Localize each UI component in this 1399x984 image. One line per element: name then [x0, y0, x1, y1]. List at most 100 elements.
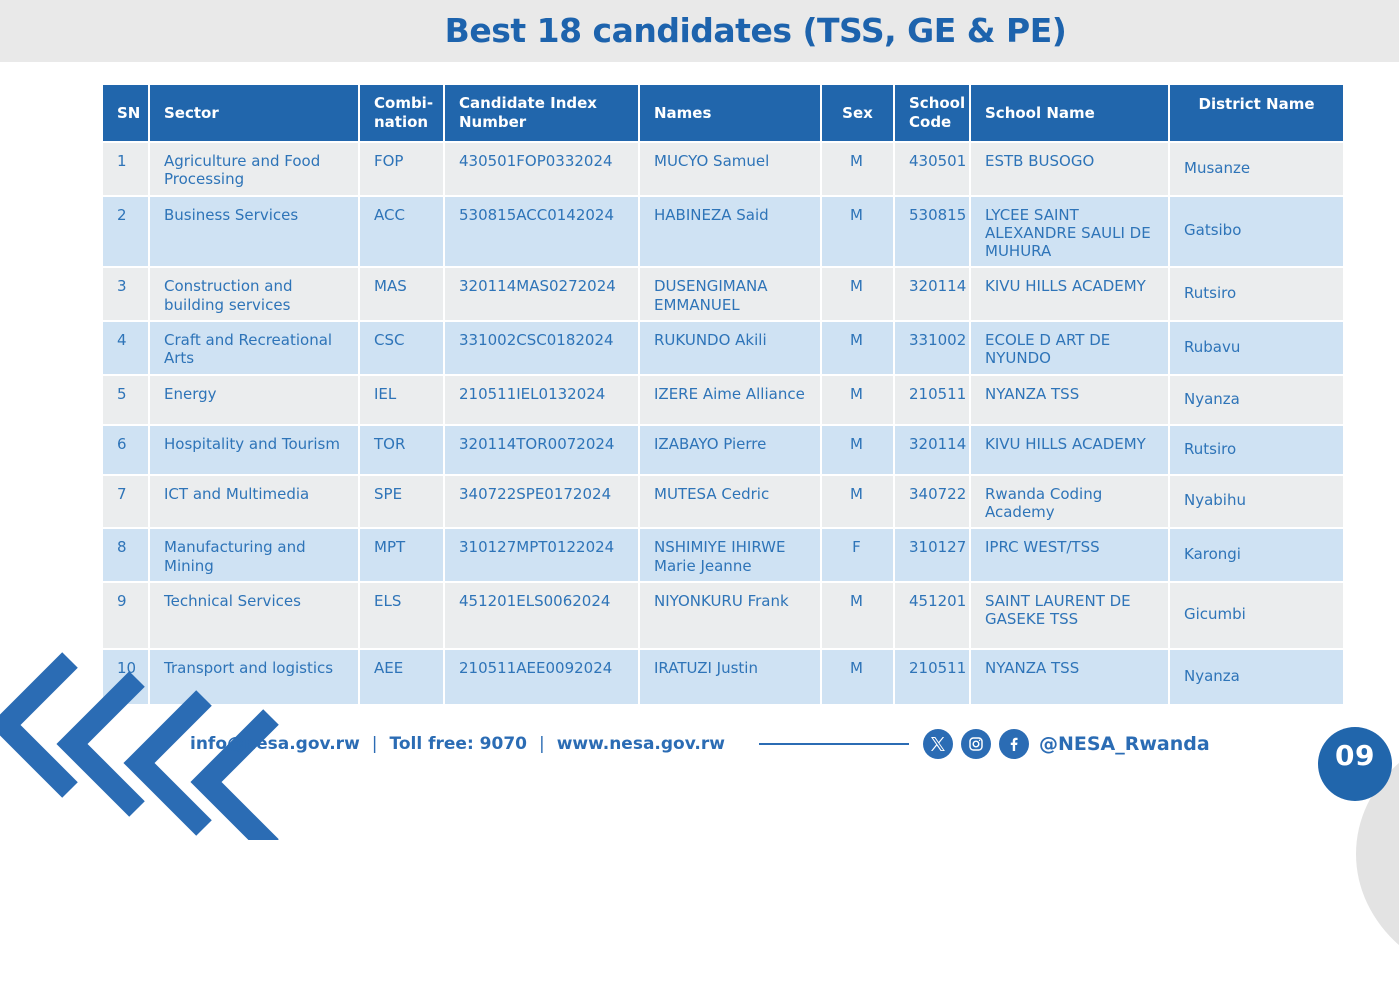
- col-header-candidate-index: Candidate Index Number: [445, 85, 640, 143]
- cell-candidate-index: 340722SPE0172024: [445, 475, 640, 530]
- col-header-names: Names: [640, 85, 822, 143]
- table-row: 8 Manufacturing and Mining MPT 310127MPT012…: [103, 529, 1343, 583]
- cell-sn: 4: [103, 322, 150, 376]
- cell-school-name: LYCEE SAINT ALEXANDRE SAULI DE MUHURA: [971, 196, 1170, 269]
- footer: info@nesa.gov.rw | Toll free: 9070 | www…: [0, 722, 1399, 766]
- cell-names: MUCYO Samuel: [640, 143, 822, 197]
- cell-sn: 10: [103, 649, 150, 706]
- separator: |: [371, 734, 378, 754]
- cell-school-code: 320114: [895, 425, 971, 476]
- cell-candidate-index: 430501FOP0332024: [445, 143, 640, 197]
- cell-sex: M: [822, 475, 895, 530]
- table-row: 6 Hospitality and Tourism TOR 320114TOR0072…: [103, 425, 1343, 476]
- instagram-icon: [960, 729, 991, 759]
- cell-candidate-index: 210511IEL0132024: [445, 375, 640, 426]
- cell-district: Karongi: [1170, 529, 1343, 583]
- col-header-school-name: School Name: [971, 85, 1170, 143]
- table-body: 1 Agriculture and Food Processing FOP 43050…: [103, 143, 1343, 706]
- cell-candidate-index: 451201ELS0062024: [445, 582, 640, 650]
- page-title: Best 18 candidates (TSS, GE & PE): [444, 11, 1067, 50]
- cell-sn: 5: [103, 375, 150, 426]
- table-row: 7 ICT and Multimedia SPE 340722SPE0172024 MU…: [103, 475, 1343, 530]
- candidates-table: SN Sector Combi- nation Candidate Index …: [103, 85, 1343, 706]
- cell-sector: Energy: [150, 375, 360, 426]
- cell-combination: TOR: [360, 425, 445, 476]
- separator: |: [538, 734, 545, 754]
- page-number-badge: 09: [1318, 727, 1392, 801]
- cell-district: Gicumbi: [1170, 582, 1343, 650]
- cell-sn: 3: [103, 268, 150, 323]
- table-row: 5 Energy IEL 210511IEL0132024 IZERE Aime All…: [103, 375, 1343, 426]
- table-row: 10 Transport and logistics AEE 210511AEE009…: [103, 649, 1343, 706]
- cell-names: DUSENGIMANA EMMANUEL: [640, 268, 822, 323]
- cell-names: NSHIMIYE IHIRWE Marie Jeanne: [640, 529, 822, 583]
- cell-school-code: 331002: [895, 322, 971, 376]
- cell-sex: M: [822, 649, 895, 706]
- cell-school-code: 320114: [895, 268, 971, 323]
- cell-sn: 2: [103, 196, 150, 269]
- cell-names: RUKUNDO Akili: [640, 322, 822, 376]
- cell-school-code: 530815: [895, 196, 971, 269]
- col-header-sector: Sector: [150, 85, 360, 143]
- cell-candidate-index: 331002CSC0182024: [445, 322, 640, 376]
- cell-sector: Manufacturing and Mining: [150, 529, 360, 583]
- cell-sex: M: [822, 143, 895, 197]
- cell-district: Rutsiro: [1170, 268, 1343, 323]
- cell-school-code: 310127: [895, 529, 971, 583]
- website: www.nesa.gov.rw: [556, 734, 725, 754]
- cell-sector: Hospitality and Tourism: [150, 425, 360, 476]
- cell-combination: SPE: [360, 475, 445, 530]
- cell-combination: MAS: [360, 268, 445, 323]
- cell-names: IZERE Aime Alliance: [640, 375, 822, 426]
- cell-school-name: IPRC WEST/TSS: [971, 529, 1170, 583]
- cell-sex: M: [822, 196, 895, 269]
- cell-sn: 7: [103, 475, 150, 530]
- cell-sector: Agriculture and Food Processing: [150, 143, 360, 197]
- cell-candidate-index: 310127MPT0122024: [445, 529, 640, 583]
- cell-combination: MPT: [360, 529, 445, 583]
- cell-district: Nyabihu: [1170, 475, 1343, 530]
- cell-sector: Technical Services: [150, 582, 360, 650]
- col-header-school-code: School Code: [895, 85, 971, 143]
- cell-sex: F: [822, 529, 895, 583]
- cell-school-code: 430501: [895, 143, 971, 197]
- cell-school-code: 340722: [895, 475, 971, 530]
- cell-sex: M: [822, 322, 895, 376]
- title-band: Best 18 candidates (TSS, GE & PE): [0, 0, 1399, 62]
- cell-names: MUTESA Cedric: [640, 475, 822, 530]
- cell-district: Nyanza: [1170, 649, 1343, 706]
- cell-sex: M: [822, 268, 895, 323]
- cell-candidate-index: 320114TOR0072024: [445, 425, 640, 476]
- cell-school-name: NYANZA TSS: [971, 649, 1170, 706]
- social-icons: [922, 729, 1029, 759]
- cell-sex: M: [822, 375, 895, 426]
- cell-sex: M: [822, 582, 895, 650]
- cell-school-code: 210511: [895, 375, 971, 426]
- cell-district: Rubavu: [1170, 322, 1343, 376]
- col-header-district: District Name: [1170, 85, 1343, 143]
- toll-free: Toll free: 9070: [389, 734, 527, 754]
- cell-school-name: SAINT LAURENT DE GASEKE TSS: [971, 582, 1170, 650]
- table-row: 9 Technical Services ELS 451201ELS0062024 NI…: [103, 582, 1343, 650]
- cell-combination: CSC: [360, 322, 445, 376]
- cell-candidate-index: 530815ACC0142024: [445, 196, 640, 269]
- contact-info: info@nesa.gov.rw | Toll free: 9070 | www…: [190, 734, 725, 754]
- cell-sn: 6: [103, 425, 150, 476]
- cell-names: IRATUZI Justin: [640, 649, 822, 706]
- cell-sector: Transport and logistics: [150, 649, 360, 706]
- cell-district: Musanze: [1170, 143, 1343, 197]
- cell-school-name: ESTB BUSOGO: [971, 143, 1170, 197]
- cell-sn: 8: [103, 529, 150, 583]
- cell-combination: AEE: [360, 649, 445, 706]
- cell-candidate-index: 210511AEE0092024: [445, 649, 640, 706]
- cell-combination: ACC: [360, 196, 445, 269]
- cell-school-name: KIVU HILLS ACADEMY: [971, 425, 1170, 476]
- col-header-sex: Sex: [822, 85, 895, 143]
- col-header-combination: Combi- nation: [360, 85, 445, 143]
- cell-school-name: Rwanda Coding Academy: [971, 475, 1170, 530]
- cell-names: NIYONKURU Frank: [640, 582, 822, 650]
- cell-sn: 9: [103, 582, 150, 650]
- divider-line: [758, 743, 909, 745]
- cell-school-name: NYANZA TSS: [971, 375, 1170, 426]
- table-row: 1 Agriculture and Food Processing FOP 43050…: [103, 143, 1343, 197]
